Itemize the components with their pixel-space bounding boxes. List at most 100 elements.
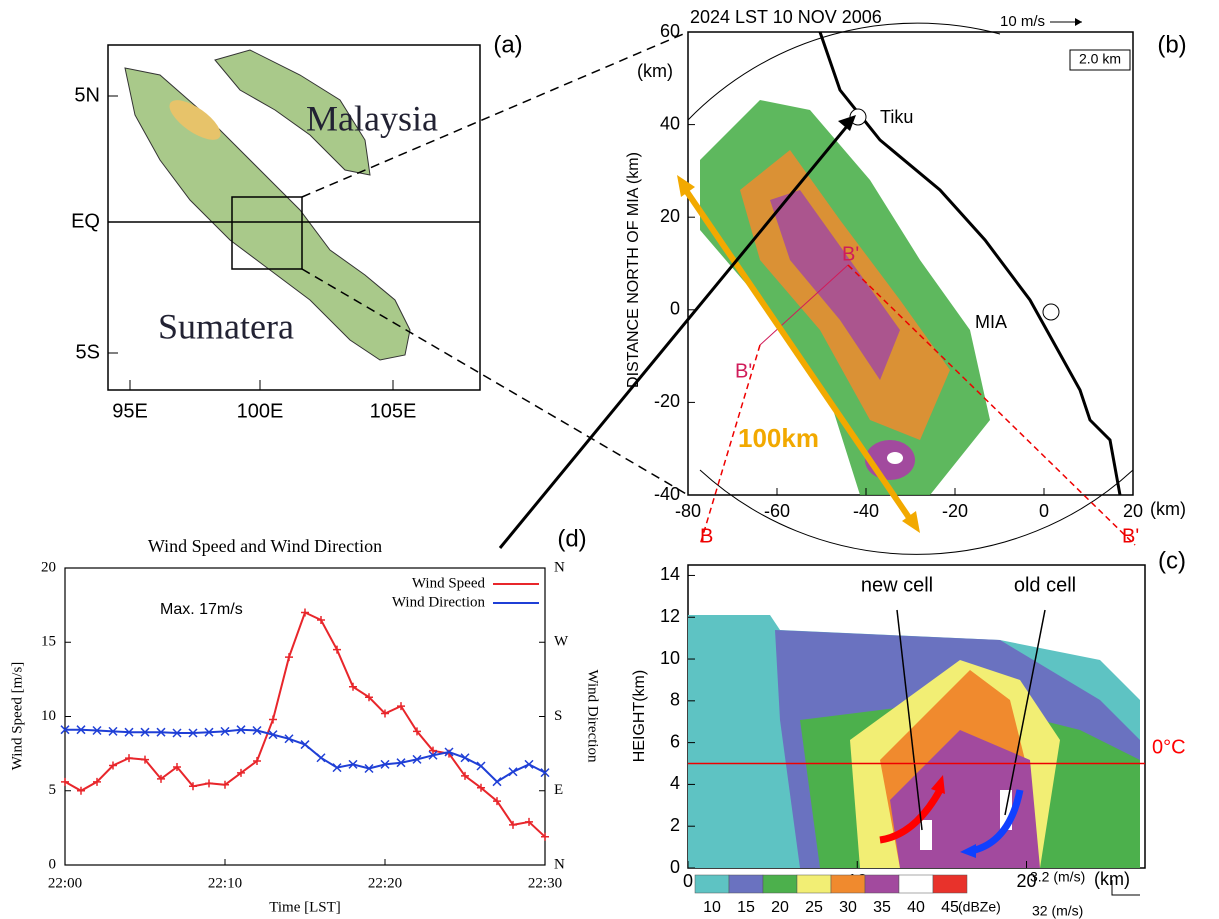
section-line: [759, 264, 849, 346]
site-marker: [1042, 303, 1060, 321]
x-tick-label: 100E: [237, 400, 284, 422]
y-tick-label: 0: [670, 299, 680, 319]
point-marker: [236, 725, 246, 735]
x-tick-label: -80: [675, 501, 701, 521]
point-marker: [396, 758, 406, 768]
point-marker: [284, 734, 294, 744]
vector-scale: 32 (m/s): [1032, 903, 1083, 919]
point-marker: [492, 777, 502, 787]
point-marker: [365, 693, 373, 702]
point-marker: [269, 715, 277, 724]
point-marker: [332, 763, 342, 773]
point-marker: [61, 777, 69, 786]
point-marker: [141, 755, 149, 764]
point-marker: [524, 759, 534, 769]
point-marker: [444, 747, 454, 757]
coastline: [818, 31, 1122, 496]
x-tick-label: 22:00: [48, 875, 82, 891]
point-marker: [76, 725, 86, 735]
point-marker: [221, 780, 229, 789]
y-tick-label: 15: [41, 634, 56, 650]
place-label: MIA: [975, 312, 1007, 332]
y-tick-label: 5S: [76, 341, 100, 363]
vector-key: [1111, 880, 1140, 896]
point-marker: [525, 817, 533, 826]
echo-section: [688, 615, 1140, 868]
y-tick-label: 4: [670, 773, 680, 793]
x-tick-label: 22:30: [528, 875, 562, 891]
point-marker: [268, 730, 278, 740]
point-marker: [428, 750, 438, 760]
freezing-label: 0°C: [1152, 736, 1186, 758]
colorbar-label: 25: [805, 899, 823, 916]
y-axis-label: HEIGHT(km): [631, 670, 648, 762]
annotation-pointer: [1004, 609, 1046, 816]
pointer-arrow: [498, 124, 850, 549]
point-marker: [300, 740, 310, 750]
y-tick-label: 8: [670, 690, 680, 710]
y-tick-label: 6: [670, 731, 680, 751]
height-box: [1069, 49, 1131, 71]
point-marker: [285, 653, 293, 662]
x-tick-label: 0: [1039, 501, 1049, 521]
point-marker: [220, 726, 230, 736]
y2-tick-label: N: [554, 856, 565, 872]
scale-label: 10 m/s: [1000, 13, 1045, 30]
panel-label: (a): [493, 31, 522, 58]
point-marker: [333, 645, 341, 654]
chart-title: Wind Speed and Wind Direction: [148, 536, 382, 556]
sumatra-shape: [124, 67, 411, 361]
colorbar-label: 20: [771, 899, 789, 916]
axis-unit: (km): [1094, 869, 1130, 889]
arrowhead: [838, 115, 856, 131]
updraft-arrow: [879, 788, 944, 844]
malaysia-shape: [214, 49, 371, 176]
axis-unit: (km): [1150, 499, 1186, 519]
point-marker: [541, 832, 549, 841]
x-tick-label: -60: [764, 501, 790, 521]
point-marker: [109, 761, 117, 770]
point-marker: [92, 725, 102, 736]
point-marker: [380, 759, 390, 769]
point-marker: [301, 608, 309, 617]
annotation: Max. 17m/s: [160, 601, 243, 618]
annotation-pointer: [896, 609, 923, 831]
point-marker: [508, 767, 518, 777]
point-marker: [316, 753, 326, 763]
point-marker: [125, 754, 133, 763]
section-end: B: [700, 525, 713, 547]
y-tick-label: 20: [41, 559, 56, 575]
point-marker: [429, 746, 437, 755]
annotation: new cell: [861, 574, 933, 596]
y-tick-label: -20: [654, 391, 680, 411]
y2-tick-label: E: [554, 782, 563, 798]
x-tick-label: 0: [683, 871, 693, 891]
y-tick-label: 0: [670, 857, 680, 877]
echo-band: [700, 100, 990, 495]
colorbar-box: [796, 874, 832, 894]
point-marker: [252, 725, 262, 736]
y-tick-label: -40: [654, 484, 680, 504]
point-marker: [108, 726, 118, 736]
downdraft-arrow: [973, 789, 1024, 854]
arrowhead: [960, 844, 976, 858]
place-label: Tiku: [880, 107, 913, 127]
point-marker: [509, 820, 517, 829]
colorbar-box: [830, 874, 866, 894]
point-marker: [477, 783, 485, 792]
point-marker: [124, 727, 134, 737]
x-tick-label: 20: [1123, 501, 1143, 521]
y-tick-label: 12: [660, 606, 680, 626]
y-tick-label: 0: [49, 856, 57, 872]
y-tick-label: 10: [660, 648, 680, 668]
point-marker: [237, 768, 245, 777]
x-tick-label: 20: [1017, 871, 1037, 891]
annotation: old cell: [1014, 574, 1076, 596]
x-tick-label: -40: [853, 501, 879, 521]
colorbar-box: [694, 874, 730, 894]
x-tick-label: 22:10: [208, 875, 242, 891]
point-marker: [397, 702, 405, 711]
point-marker: [317, 615, 325, 624]
point-marker: [77, 786, 85, 795]
